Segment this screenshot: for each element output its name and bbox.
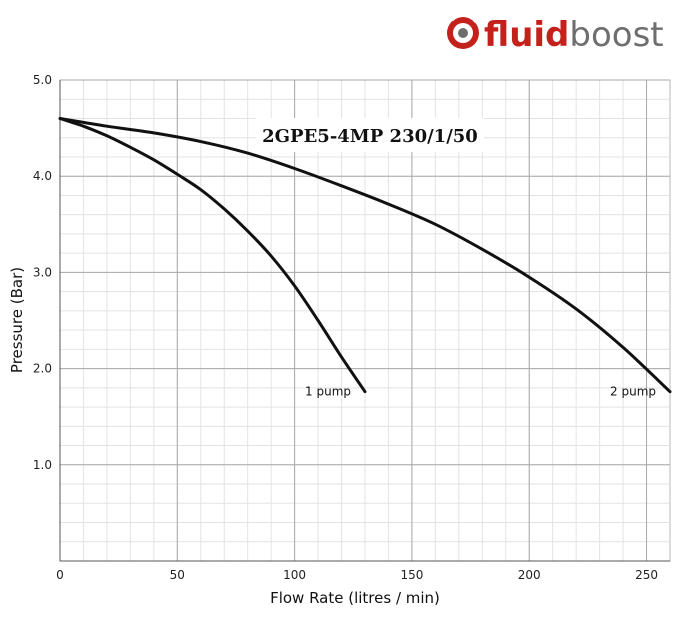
- x-tick-label: 150: [400, 568, 423, 582]
- logo-text-boost: boost: [569, 15, 663, 55]
- logo-text-fluid: fluid: [484, 15, 569, 55]
- y-tick-label: 5.0: [33, 73, 52, 87]
- x-axis-title: Flow Rate (litres / min): [270, 589, 440, 607]
- y-axis-title: Pressure (Bar): [8, 267, 26, 373]
- x-tick-label: 100: [283, 568, 306, 582]
- y-tick-label: 2.0: [33, 362, 52, 376]
- series-label-1-pump: 1 pump: [305, 385, 351, 399]
- x-tick-label: 250: [635, 568, 658, 582]
- x-tick-label: 0: [56, 568, 64, 582]
- title-background: [256, 118, 484, 152]
- series-label-2-pump: 2 pump: [610, 385, 656, 399]
- fluidboost-logo-icon: [447, 14, 479, 49]
- series-line-2-pump: [58, 116, 672, 394]
- y-tick-label: 1.0: [33, 458, 52, 472]
- y-tick-label: 4.0: [33, 169, 52, 183]
- chart-title: 2GPE5-4MP 230/1/50: [262, 126, 478, 147]
- logo-text: fluidboost: [484, 15, 664, 55]
- x-tick-label: 200: [518, 568, 541, 582]
- x-tick-label: 50: [170, 568, 185, 582]
- series-line-1-pump: [58, 116, 367, 394]
- fluidboost-logo: fluidboost: [447, 14, 664, 55]
- y-tick-label: 3.0: [33, 265, 52, 279]
- x-tick-labels: 0 50 100 150 200 250: [56, 568, 658, 582]
- y-tick-labels: 1.0 2.0 3.0 4.0 5.0: [33, 73, 52, 472]
- series-lines: [58, 116, 672, 394]
